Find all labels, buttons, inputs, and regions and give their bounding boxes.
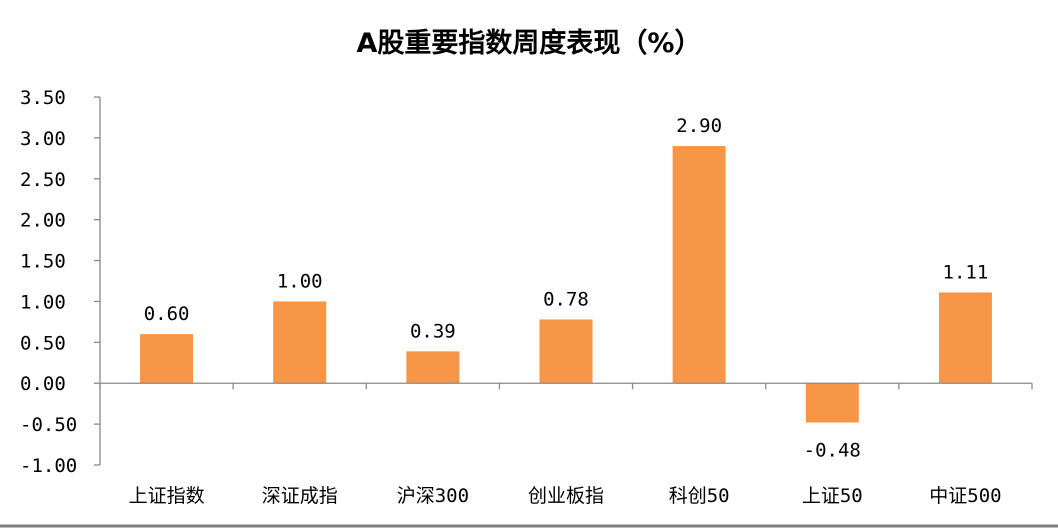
- y-tick-label: 0.50: [20, 332, 66, 354]
- y-tick-label: 1.00: [20, 291, 66, 313]
- x-category-label: 上证指数: [129, 485, 205, 507]
- y-tick-label: -1.00: [20, 455, 77, 477]
- bar: [540, 319, 593, 383]
- bar-value-label: 2.90: [676, 115, 722, 137]
- chart-title: A股重要指数周度表现（%）: [357, 27, 702, 59]
- bar: [406, 351, 459, 383]
- bar-value-label: -0.48: [804, 439, 861, 461]
- bar: [806, 383, 859, 422]
- x-category-label: 沪深300: [397, 485, 469, 507]
- y-tick-label: 1.50: [20, 251, 66, 273]
- bar-value-label: 1.11: [943, 261, 989, 283]
- x-category-label: 上证50: [802, 485, 863, 507]
- x-category-label: 中证500: [929, 485, 1001, 507]
- bar: [673, 146, 726, 383]
- y-tick-label: 0.00: [20, 373, 66, 395]
- bar: [273, 301, 326, 383]
- y-tick-label: 3.50: [20, 87, 66, 109]
- data-labels: 0.60 1.00 0.39 0.78 2.90 -0.48 1.11: [144, 115, 989, 461]
- x-category-label: 科创50: [669, 485, 730, 507]
- bar: [939, 292, 992, 383]
- bar-value-label: 0.78: [543, 288, 589, 310]
- y-tick-label: 2.00: [20, 210, 66, 232]
- bar-value-label: 1.00: [277, 270, 323, 292]
- x-axis: 上证指数 深证成指 沪深300 创业板指 科创50 上证50 中证500: [100, 383, 1032, 507]
- x-category-label: 创业板指: [528, 485, 604, 507]
- y-tick-label: 2.50: [20, 169, 66, 191]
- y-tick-label: 3.00: [20, 128, 66, 150]
- y-tick-label: -0.50: [20, 414, 77, 436]
- bar-value-label: 0.60: [144, 303, 190, 325]
- y-axis: 3.50 3.00 2.50 2.00 1.50 1.00 0.50 0.00 -0.50 -1.…: [20, 87, 100, 477]
- bars: [140, 146, 992, 422]
- bar-value-label: 0.39: [410, 320, 456, 342]
- x-category-label: 深证成指: [262, 485, 338, 507]
- bar: [140, 334, 193, 383]
